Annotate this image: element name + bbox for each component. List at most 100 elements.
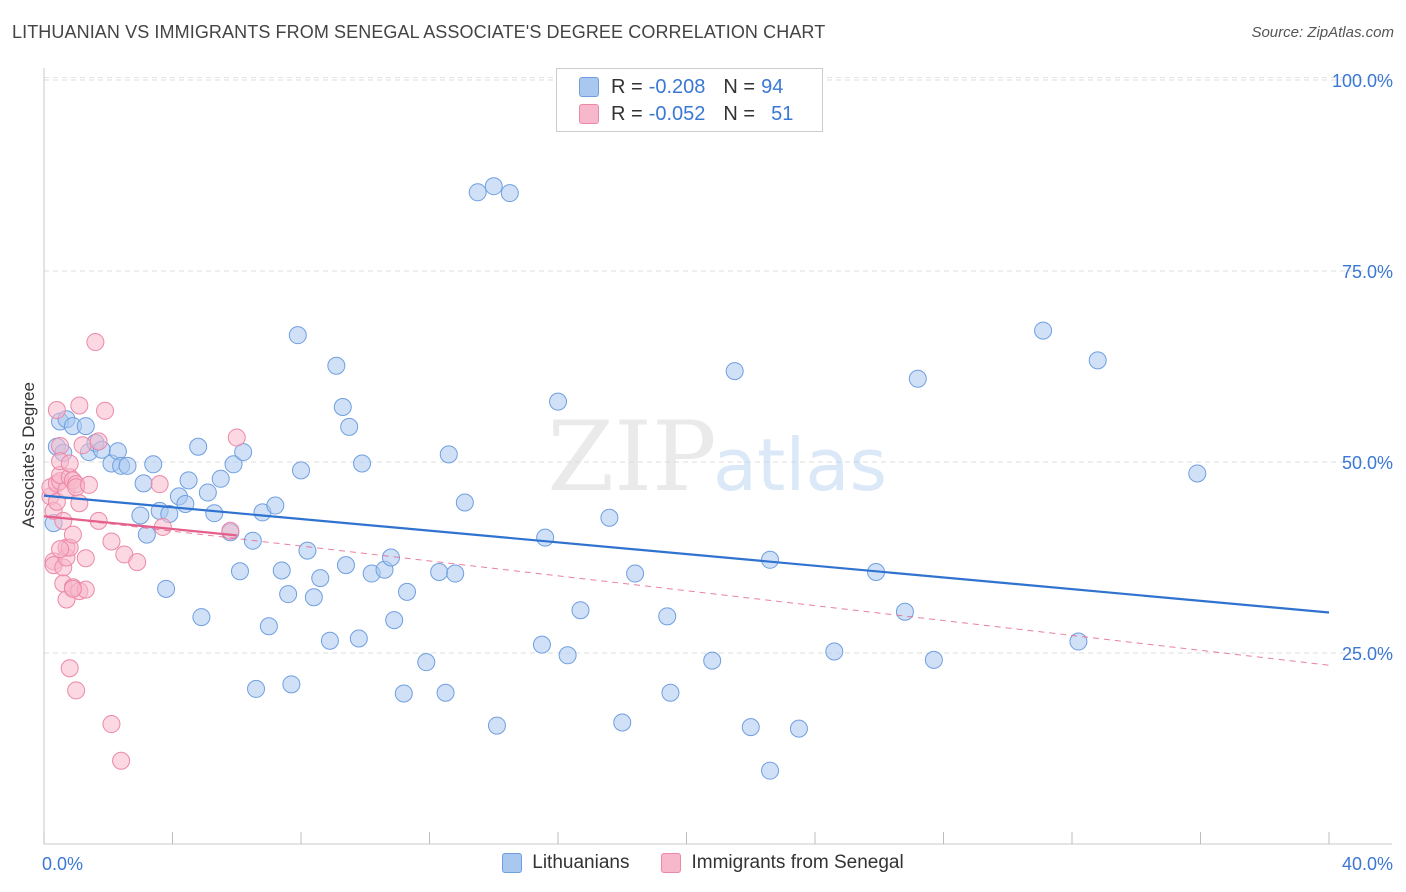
lithuanians-point[interactable] <box>340 417 359 436</box>
lithuanians-point[interactable] <box>157 579 176 598</box>
lithuanians-point[interactable] <box>398 582 417 601</box>
senegal-point[interactable] <box>70 396 89 415</box>
lithuanians-point[interactable] <box>661 683 680 702</box>
lithuanians-point[interactable] <box>761 761 780 780</box>
lithuanians-point[interactable] <box>320 631 339 650</box>
lithuanians-point[interactable] <box>179 471 198 490</box>
lithuanians-point[interactable] <box>789 719 808 738</box>
senegal-point[interactable] <box>96 401 115 420</box>
lithuanians-point[interactable] <box>658 607 677 626</box>
lithuanians-point[interactable] <box>741 718 760 737</box>
lithuanians-point[interactable] <box>417 653 436 672</box>
lithuanians-point[interactable] <box>487 716 506 735</box>
senegal-point[interactable] <box>150 475 169 494</box>
lithuanians-point[interactable] <box>76 417 95 436</box>
lithuanians-point[interactable] <box>385 611 404 630</box>
senegal-point[interactable] <box>76 549 95 568</box>
lithuanians-point[interactable] <box>430 563 449 582</box>
lithuanians-point[interactable] <box>1034 321 1053 340</box>
lithuanians-point[interactable] <box>224 455 243 474</box>
senegal-point[interactable] <box>102 715 121 734</box>
legend-n-label: N = <box>723 102 756 125</box>
legend-r-value: -0.208 <box>648 75 706 98</box>
senegal-point[interactable] <box>63 525 82 544</box>
lithuanians-point[interactable] <box>247 679 266 698</box>
lithuanians-point[interactable] <box>613 713 632 732</box>
lithuanians-point[interactable] <box>500 184 519 203</box>
lithuanians-point[interactable] <box>626 564 645 583</box>
senegal-point[interactable] <box>47 401 66 420</box>
lithuanians-point[interactable] <box>484 177 503 196</box>
senegal-point[interactable] <box>112 751 131 770</box>
lithuanians-point[interactable] <box>353 454 372 473</box>
legend-row-senegal: R = -0.052 N = 51 <box>579 102 793 126</box>
lithuanians-point[interactable] <box>446 564 465 583</box>
senegal-point[interactable] <box>60 659 79 678</box>
lithuanians-point[interactable] <box>439 445 458 464</box>
lithuanians-point[interactable] <box>144 455 163 474</box>
lithuanians-point[interactable] <box>205 504 224 523</box>
senegal-point[interactable] <box>89 432 108 451</box>
lithuanians-point[interactable] <box>333 397 352 416</box>
lithuanians-point[interactable] <box>336 556 355 575</box>
lithuanians-point[interactable] <box>468 183 487 202</box>
senegal-point[interactable] <box>227 428 246 447</box>
lithuanians-point[interactable] <box>230 562 249 581</box>
senegal-point[interactable] <box>79 475 98 494</box>
lithuanians-point[interactable] <box>279 585 298 604</box>
senegal-point[interactable] <box>73 436 92 455</box>
lithuanians-point[interactable] <box>259 617 278 636</box>
lithuanians-point[interactable] <box>198 483 217 502</box>
lithuanians-point[interactable] <box>189 437 208 456</box>
lithuanians-point[interactable] <box>571 601 590 620</box>
lithuanians-point[interactable] <box>1188 464 1207 483</box>
senegal-point[interactable] <box>60 454 79 473</box>
lithuanians-point[interactable] <box>304 588 323 607</box>
lithuanians-point[interactable] <box>282 675 301 694</box>
lithuanians-point[interactable] <box>455 493 474 512</box>
lithuanians-point[interactable] <box>908 369 927 388</box>
senegal-point[interactable] <box>128 553 147 572</box>
senegal-point[interactable] <box>63 579 82 598</box>
lithuanians-point[interactable] <box>298 541 317 560</box>
lithuanians-point[interactable] <box>895 602 914 621</box>
lithuanians-point[interactable] <box>558 646 577 665</box>
lithuanians-point[interactable] <box>600 508 619 527</box>
legend-r-value: -0.052 <box>648 102 706 125</box>
lithuanians-point[interactable] <box>825 642 844 661</box>
senegal-point[interactable] <box>102 532 121 551</box>
senegal-point[interactable] <box>86 333 105 352</box>
lithuanians-point[interactable] <box>349 629 368 648</box>
lithuanians-point[interactable] <box>134 474 153 493</box>
legend-n-value: 94 <box>761 75 784 98</box>
legend-item-lithuanians[interactable]: Lithuanians <box>502 852 629 874</box>
senegal-point[interactable] <box>51 540 70 559</box>
lithuanians-point[interactable] <box>118 456 137 475</box>
lithuanians-point[interactable] <box>725 362 744 381</box>
lithuanians-point[interactable] <box>131 506 150 525</box>
lithuanians-point[interactable] <box>761 550 780 569</box>
lithuanians-point[interactable] <box>532 635 551 654</box>
series-legend: Lithuanians Immigrants from Senegal <box>0 852 1406 874</box>
legend-item-senegal[interactable]: Immigrants from Senegal <box>661 852 904 874</box>
lithuanians-point[interactable] <box>311 569 330 588</box>
lithuanians-point[interactable] <box>192 608 211 627</box>
lithuanians-point[interactable] <box>436 683 455 702</box>
lithuanians-point[interactable] <box>327 356 346 375</box>
senegal-point[interactable] <box>51 436 70 455</box>
lithuanians-point[interactable] <box>394 684 413 703</box>
lithuanians-point[interactable] <box>549 392 567 411</box>
lithuanians-point[interactable] <box>536 528 555 547</box>
senegal-point[interactable] <box>54 511 73 530</box>
lithuanians-point[interactable] <box>703 651 722 670</box>
lithuanians-point[interactable] <box>1088 351 1107 370</box>
lithuanians-point[interactable] <box>211 469 230 488</box>
lithuanians-point[interactable] <box>272 561 291 580</box>
senegal-point[interactable] <box>67 681 86 700</box>
lithuanians-point[interactable] <box>288 326 307 345</box>
lithuanians-point[interactable] <box>1069 632 1088 651</box>
lithuanians-point[interactable] <box>292 461 310 480</box>
legend-swatch-lithuanians <box>579 77 599 97</box>
lithuanians-point[interactable] <box>924 650 943 669</box>
lithuanians-point[interactable] <box>266 496 285 515</box>
